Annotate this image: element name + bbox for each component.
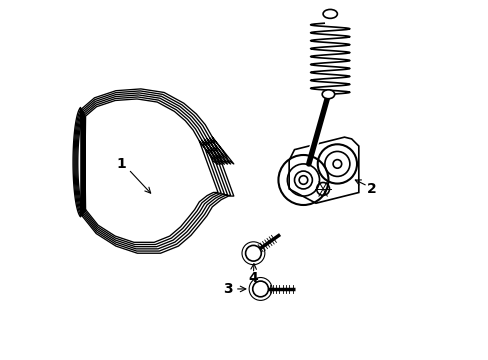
Text: 4: 4 [248, 271, 258, 285]
Ellipse shape [323, 9, 337, 18]
Ellipse shape [322, 90, 334, 99]
Text: 1: 1 [116, 157, 126, 171]
Text: 3: 3 [223, 282, 233, 296]
Text: 2: 2 [366, 182, 375, 196]
